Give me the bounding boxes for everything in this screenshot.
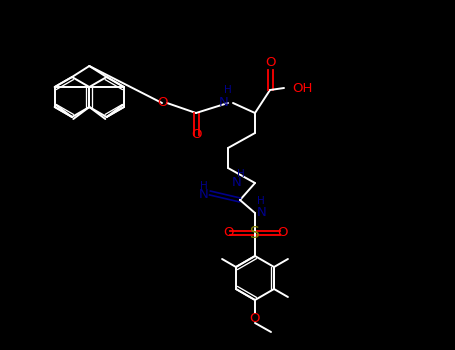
Text: O: O: [250, 312, 260, 324]
Text: H: H: [224, 85, 232, 95]
Text: N: N: [257, 206, 267, 219]
Text: H: H: [237, 169, 245, 179]
Text: O: O: [265, 56, 275, 70]
Text: N: N: [232, 176, 242, 189]
Text: S: S: [250, 225, 260, 240]
Text: O: O: [223, 226, 233, 239]
Text: O: O: [277, 226, 287, 239]
Text: H: H: [257, 196, 265, 206]
Text: OH: OH: [292, 82, 313, 95]
Text: N: N: [198, 189, 208, 202]
Text: O: O: [157, 97, 167, 110]
Text: N: N: [219, 97, 229, 110]
Text: O: O: [191, 128, 201, 141]
Text: H: H: [200, 181, 208, 191]
